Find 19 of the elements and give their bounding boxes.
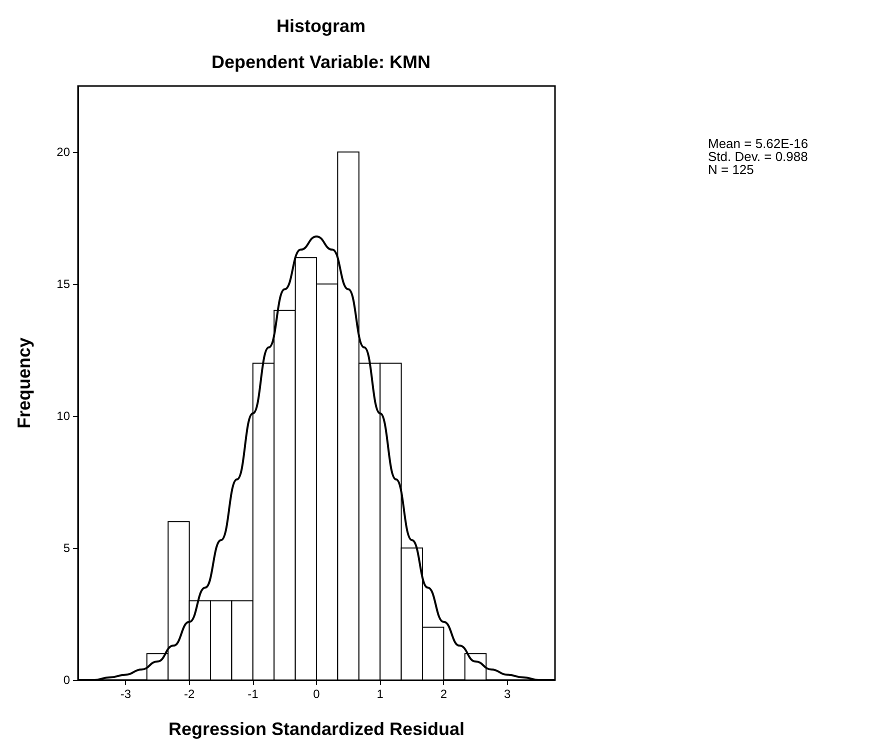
y-axis-title: Frequency bbox=[14, 337, 34, 429]
x-tick-label: 2 bbox=[440, 687, 448, 701]
y-tick-label: 10 bbox=[56, 409, 70, 423]
y-tick-label: 15 bbox=[56, 277, 70, 291]
x-tick-label: -2 bbox=[184, 687, 195, 701]
y-tick-label: 0 bbox=[63, 673, 70, 687]
x-tick-label: -3 bbox=[120, 687, 132, 701]
x-tick-label: 0 bbox=[313, 687, 320, 701]
text: Mean = 5.62E-16 bbox=[708, 136, 808, 151]
x-tick-label: 1 bbox=[376, 687, 384, 701]
chart-subtitle: Dependent Variable: KMN bbox=[211, 52, 431, 72]
y-tick-label: 5 bbox=[63, 541, 70, 555]
x-tick-label: -1 bbox=[248, 687, 259, 701]
y-tick-label: 20 bbox=[56, 145, 70, 159]
chart-title: Histogram bbox=[276, 16, 366, 36]
x-tick-label: 3 bbox=[504, 687, 511, 701]
text: Std. Dev. = 0.988 bbox=[708, 149, 808, 164]
x-axis-title: Regression Standardized Residual bbox=[168, 719, 465, 739]
text: N = 125 bbox=[708, 162, 754, 177]
